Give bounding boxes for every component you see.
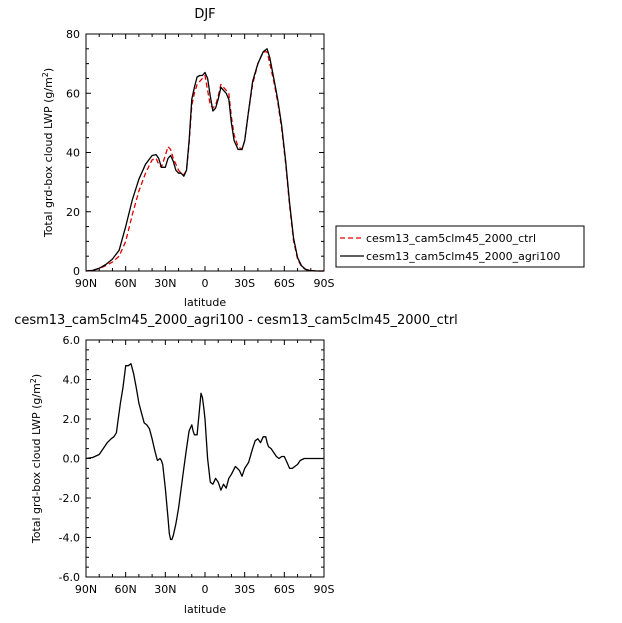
x-tick-label: 60N (115, 277, 137, 290)
y-axis-title-close: ) (30, 374, 43, 378)
y-tick-label: 0 (73, 265, 80, 278)
x-tick-label: 90S (314, 583, 335, 596)
x-tick-label: 30N (154, 583, 176, 596)
legend-label-agri100: cesm13_cam5clm45_2000_agri100 (366, 250, 560, 263)
x-tick-label: 60N (115, 583, 137, 596)
chart-title: cesm13_cam5clm45_2000_agri100 - cesm13_c… (14, 313, 458, 328)
y-axis-title-sup: 2 (29, 378, 38, 383)
y-tick-label: 40 (66, 147, 80, 160)
bottom-panel: cesm13_cam5clm45_2000_agri100 - cesm13_c… (14, 313, 458, 616)
axis-ticks: 90N 60N 30N 0 30S 60S 90S -6.0 -4.0 -2.0 0.0 2.0 4.0… (59, 334, 335, 596)
x-tick-label: 90N (75, 277, 97, 290)
x-tick-label: 90N (75, 583, 97, 596)
x-tick-label: 30S (234, 277, 255, 290)
series-group (85, 48, 324, 272)
y-tick-label: -2.0 (59, 492, 80, 505)
plot-frame (85, 33, 325, 272)
y-tick-label: -6.0 (59, 571, 80, 584)
legend-label-ctrl: cesm13_cam5clm45_2000_ctrl (366, 232, 536, 245)
series-line-0 (85, 51, 324, 272)
x-tick-label: 0 (202, 277, 209, 290)
y-axis-title: Total grd-box cloud LWP (g/m2) (29, 374, 44, 544)
series-line-0 (85, 363, 324, 541)
x-tick-label: 60S (274, 583, 295, 596)
y-axis-title: Total grd-box cloud LWP (g/m2) (41, 68, 56, 238)
x-axis-title: latitude (184, 296, 226, 309)
y-axis-title-main: Total grd-box cloud LWP (g/m (42, 77, 55, 238)
series-group (85, 363, 324, 541)
legend-box (335, 225, 585, 268)
x-tick-label: 0 (202, 583, 209, 596)
y-tick-label: 20 (66, 206, 80, 219)
series-line-1 (85, 48, 324, 272)
y-axis-title-main: Total grd-box cloud LWP (g/m (30, 383, 43, 544)
x-tick-label: 60S (274, 277, 295, 290)
chart-title: DJF (194, 7, 215, 22)
x-tick-label: 30S (234, 583, 255, 596)
x-tick-label: 30N (154, 277, 176, 290)
x-tick-label: 90S (314, 277, 335, 290)
y-tick-label: 2.0 (63, 413, 81, 426)
y-tick-label: 80 (66, 28, 80, 41)
y-tick-label: 4.0 (63, 374, 81, 387)
legend: cesm13_cam5clm45_2000_ctrl cesm13_cam5cl… (335, 225, 585, 268)
plot-frame (85, 339, 325, 578)
y-tick-label: 6.0 (63, 334, 81, 347)
y-axis-title-sup: 2 (41, 72, 50, 77)
top-panel: DJF 90N 60N 30N 0 30S 60S 90S 0 20 40 60 80 latitud… (41, 7, 335, 309)
x-axis-title: latitude (184, 603, 226, 616)
axis-ticks: 90N 60N 30N 0 30S 60S 90S 0 20 40 60 80 (66, 28, 335, 290)
y-axis-title-close: ) (42, 68, 55, 72)
y-tick-label: 0.0 (63, 453, 81, 466)
y-tick-label: 60 (66, 87, 80, 100)
y-tick-label: -4.0 (59, 532, 80, 545)
